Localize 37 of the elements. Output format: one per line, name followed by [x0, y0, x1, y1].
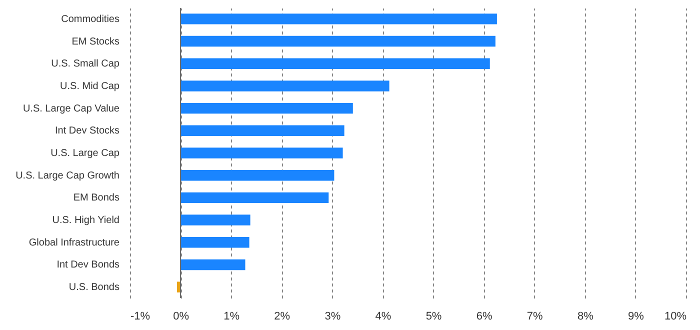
bar — [180, 214, 250, 226]
bar — [180, 80, 390, 92]
y-tick-label: Commodities — [61, 14, 120, 25]
y-tick-label: Int Dev Bonds — [56, 260, 120, 271]
y-tick-label: U.S. Large Cap Value — [22, 103, 120, 114]
x-tick-label: 1% — [224, 310, 240, 322]
y-tick-label: Int Dev Stocks — [55, 126, 120, 137]
bar — [180, 237, 250, 248]
y-tick-label: Global Infrastructure — [28, 237, 120, 248]
x-tick-label: 4% — [375, 310, 392, 322]
x-tick-label: 0% — [173, 310, 190, 322]
bar — [180, 259, 246, 270]
bar — [180, 14, 497, 24]
x-tick-label: 6% — [476, 310, 492, 322]
y-tick-label: U.S. Small Cap — [51, 58, 120, 70]
bar — [180, 102, 353, 114]
y-tick-label: EM Bonds — [73, 192, 120, 204]
x-tick-label: 7% — [526, 310, 544, 322]
x-tick-label: -1% — [130, 310, 150, 322]
y-tick-label: U.S. Mid Cap — [60, 80, 120, 92]
x-tick-label: 10% — [664, 310, 687, 322]
y-tick-label: U.S. Large Cap Growth — [16, 170, 120, 182]
x-tick-label: 8% — [577, 310, 594, 322]
bar — [180, 58, 490, 69]
bar — [180, 36, 496, 47]
x-tick-label: 5% — [426, 310, 442, 322]
y-tick-label: EM Stocks — [72, 36, 120, 48]
bar — [180, 192, 329, 204]
y-tick-label: U.S. High Yield — [52, 215, 120, 226]
y-tick-label: U.S. Large Cap — [50, 148, 120, 159]
bar — [180, 148, 343, 158]
bar — [180, 125, 344, 136]
y-tick-label: U.S. Bonds — [68, 282, 120, 294]
x-tick-label: 3% — [324, 310, 341, 322]
x-tick-label: 9% — [628, 310, 644, 322]
x-tick-label: 2% — [274, 310, 290, 322]
bar — [180, 170, 334, 181]
